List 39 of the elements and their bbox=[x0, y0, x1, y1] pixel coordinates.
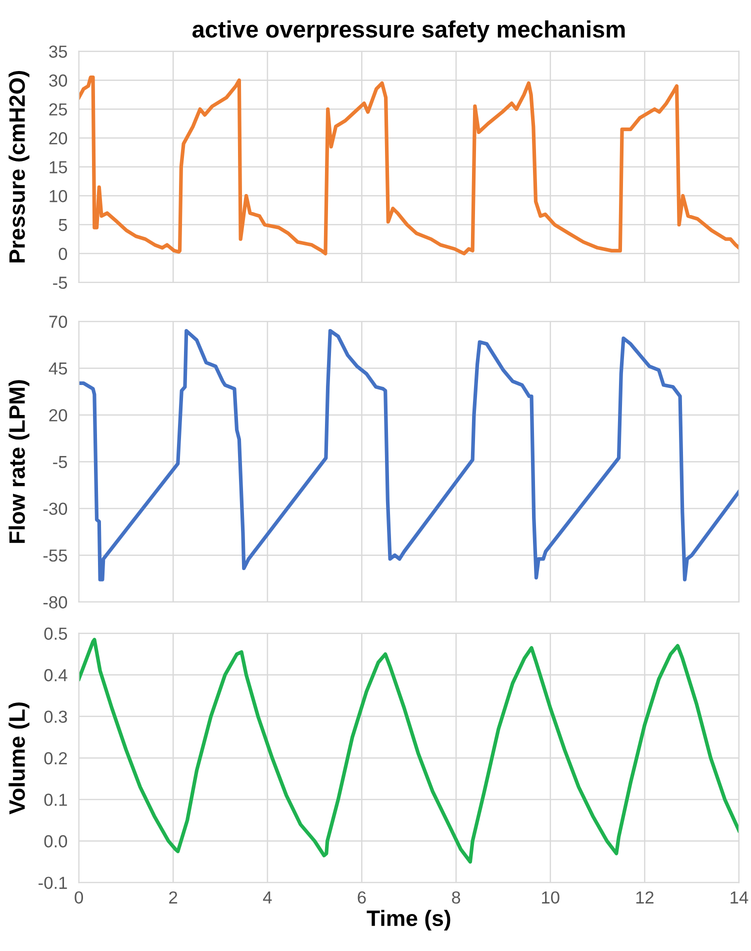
y-tick-label: 0.2 bbox=[44, 752, 67, 764]
x-tick-label: 4 bbox=[263, 892, 272, 904]
y-tick-label: 0.4 bbox=[44, 669, 68, 682]
y-tick-label: 20 bbox=[49, 132, 68, 144]
y-tick-label: 0.0 bbox=[44, 835, 68, 848]
y-tick-label: 0.3 bbox=[44, 710, 67, 723]
x-tick-label: 10 bbox=[542, 891, 560, 904]
y-tick-label: -0.1 bbox=[38, 876, 67, 889]
line-series bbox=[78, 328, 739, 582]
x-tick-label: 0 bbox=[74, 891, 84, 904]
y-axis-title: Flow rate (LPM) bbox=[8, 380, 30, 543]
y-tick-label: 0 bbox=[58, 248, 68, 260]
line-series bbox=[78, 76, 739, 256]
x-tick-label: 12 bbox=[636, 891, 654, 904]
y-tick-label: 20 bbox=[49, 409, 68, 422]
y-tick-label: 30 bbox=[49, 74, 68, 87]
x-axis-title: Time (s) bbox=[366, 910, 450, 931]
x-tick-label: 14 bbox=[730, 892, 748, 904]
y-tick-label: -5 bbox=[53, 276, 68, 289]
y-tick-label: -55 bbox=[43, 550, 68, 562]
y-tick-label: 35 bbox=[49, 46, 68, 58]
y-tick-label: 45 bbox=[48, 362, 68, 375]
y-tick-label: 0.5 bbox=[44, 628, 68, 640]
y-tick-label: 0.1 bbox=[44, 794, 67, 806]
y-tick-label: 15 bbox=[50, 161, 68, 174]
x-tick-label: 2 bbox=[169, 891, 178, 904]
line-series bbox=[78, 638, 739, 864]
chart-title: active overpressure safety mechanism bbox=[192, 20, 625, 42]
y-tick-label: 5 bbox=[58, 219, 68, 232]
y-tick-label: 70 bbox=[49, 316, 68, 328]
y-tick-label: -80 bbox=[43, 596, 68, 608]
x-tick-label: 6 bbox=[358, 891, 366, 904]
y-tick-label: -5 bbox=[53, 456, 68, 468]
y-tick-label: 10 bbox=[50, 190, 68, 202]
y-tick-label: 25 bbox=[49, 103, 68, 116]
x-tick-label: 8 bbox=[452, 891, 460, 904]
y-axis-title: Volume (L) bbox=[8, 702, 30, 814]
y-tick-label: -30 bbox=[43, 502, 68, 515]
y-axis-title: Pressure (cmH2O) bbox=[8, 71, 30, 262]
